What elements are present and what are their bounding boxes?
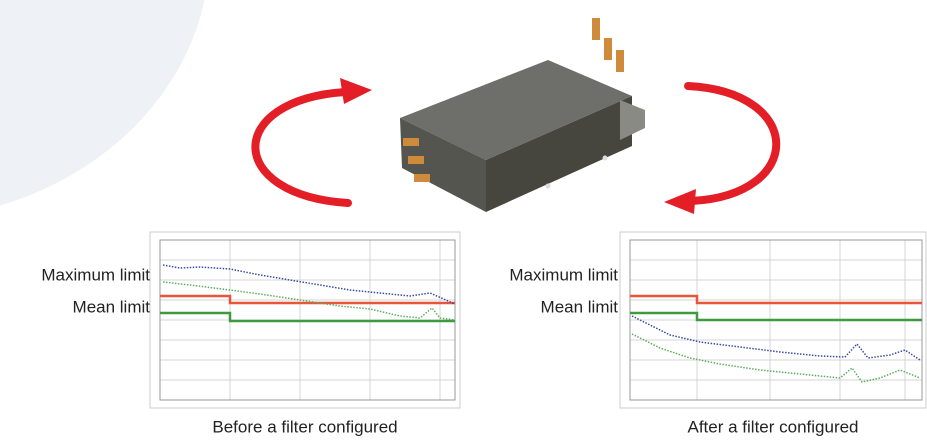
caption: Before a filter configured [212,417,397,436]
right-chart [619,231,927,409]
left-chart [149,231,461,409]
background-blob [0,0,205,206]
right-arrow [664,82,781,214]
maximum-limit-label: Maximum limit [509,265,618,284]
maximum-limit-label: Maximum limit [41,265,150,284]
left-arrow [251,78,372,207]
caption: After a filter configured [687,417,858,436]
mean-limit-label: Mean limit [73,297,151,316]
mean-limit-label: Mean limit [541,297,619,316]
filter-device [400,18,645,212]
